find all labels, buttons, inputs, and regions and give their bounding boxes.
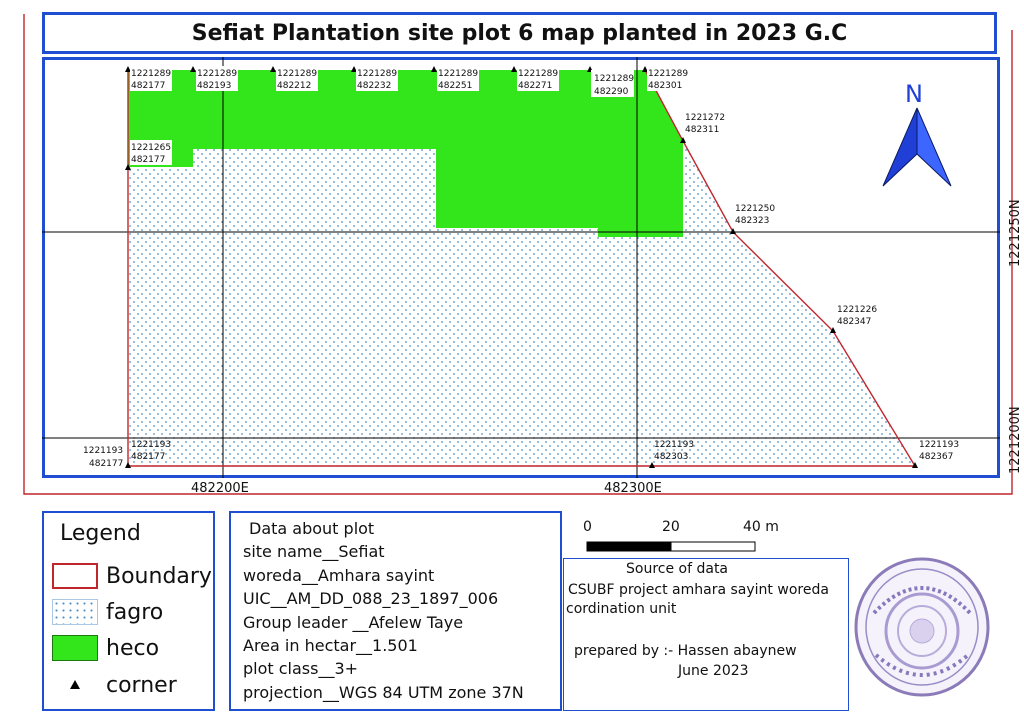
corner-marker [125, 164, 131, 170]
point-label-n: 1221289 [197, 69, 237, 79]
point-label-e: 482290 [594, 87, 629, 97]
point-label-e: 482323 [735, 216, 769, 226]
point-label-e: 482311 [685, 125, 719, 135]
point-label-n: 1221289 [131, 69, 171, 79]
point-label-e: 482347 [837, 317, 871, 327]
corner-marker [642, 66, 648, 72]
point-label-e: 482177 [131, 155, 165, 165]
corner-marker [830, 327, 836, 333]
point-label-e: 482271 [518, 81, 552, 91]
boundary-swatch [52, 563, 98, 589]
plot-data-line: projection__WGS 84 UTM zone 37N [243, 682, 524, 702]
point-label-n: 1221250 [735, 204, 775, 214]
grid-label-y2: 1221200N [1008, 406, 1023, 474]
plot-data-line: Group leader __Afelew Taye [243, 612, 464, 632]
corner-markers [125, 66, 918, 468]
source-heading: Source of data [626, 561, 729, 577]
point-label-e: 482251 [438, 81, 472, 91]
legend-item-boundary: Boundary [52, 562, 212, 590]
source-box: Source of data CSUBF project amhara sayi… [563, 558, 849, 711]
point-label-n: 1221226 [837, 305, 877, 315]
plot-data-line: UIC__AM_DD_088_23_1897_006 [243, 589, 499, 609]
scale-label: 20 [662, 519, 680, 535]
point-label-e: 482193 [197, 81, 231, 91]
corner-marker [125, 462, 131, 468]
point-label-e: 482303 [654, 452, 688, 462]
plot-data-line: woreda__Amhara sayint [243, 565, 435, 585]
grid-label-x2: 482300E [604, 481, 662, 496]
prepared-by: prepared by :- Hassen abaynew [574, 643, 797, 659]
heco-swatch [52, 635, 98, 661]
corner-triangle-icon [52, 672, 98, 698]
map-title: Sefiat Plantation site plot 6 map plante… [191, 20, 848, 46]
legend-item-heco: heco [52, 634, 159, 662]
source-line: CSUBF project amhara sayint woreda [568, 582, 829, 598]
north-arrow-icon: N [882, 80, 952, 187]
official-seal-icon [854, 557, 990, 697]
corner-marker [125, 66, 131, 72]
point-label-n: 1221289 [357, 69, 397, 79]
prepared-date: June 2023 [678, 663, 749, 679]
plot-data-line: plot class__3+ [243, 659, 359, 679]
corner-marker [351, 66, 357, 72]
corner-marker [270, 66, 276, 72]
top-edge-labels: 1221289 482177 1221289 482193 1221289 48… [130, 66, 689, 97]
plot-data-line: Area in hectar__1.501 [243, 636, 418, 656]
legend-label: fagro [106, 599, 164, 625]
point-label-e: 482212 [277, 81, 311, 91]
point-label-n: 1221289 [438, 69, 478, 79]
point-label-n: 1221289 [518, 69, 558, 79]
point-label-n: 1221272 [685, 113, 725, 123]
map-title-box: Sefiat Plantation site plot 6 map plante… [42, 12, 997, 54]
side-labels: 1221272 482311 1221250 482323 1221226 48… [83, 113, 959, 469]
point-label-n: 1221193 [131, 440, 171, 450]
north-label: N [905, 80, 923, 108]
fagro-area [128, 70, 915, 466]
fagro-swatch [52, 599, 98, 625]
heco-area [128, 70, 683, 237]
point-label-e: 482232 [357, 81, 391, 91]
outside-label-e: 482177 [89, 459, 123, 469]
plot-data-line: site name__Sefiat [243, 542, 385, 562]
corner-marker [649, 462, 655, 468]
point-label-n: 1221289 [648, 69, 688, 79]
legend-item-fagro: fagro [52, 598, 163, 626]
scale-label: 40 m [743, 519, 779, 535]
corner-marker [431, 66, 437, 72]
point-label-n: 1221289 [277, 69, 317, 79]
point-label-n: 1221193 [654, 440, 694, 450]
corner-marker [511, 66, 517, 72]
legend-box: Legend Boundary fagro heco corner [42, 511, 215, 711]
point-label-n: 1221193 [919, 440, 959, 450]
plot-data-heading: Data about plot [249, 519, 375, 538]
point-label-e: 482177 [131, 81, 165, 91]
legend-title: Legend [60, 521, 141, 546]
corner-marker [730, 228, 736, 234]
grid-lines [42, 57, 1000, 478]
point-label-e: 482367 [919, 452, 953, 462]
legend-label: heco [106, 635, 160, 661]
corner-marker [680, 137, 686, 143]
legend-label: Boundary [106, 563, 212, 589]
point-label-n: 1221289 [594, 74, 634, 84]
grid-label-y1: 1221250N [1008, 199, 1023, 267]
corner-marker [912, 462, 918, 468]
corner-marker [190, 66, 196, 72]
source-line: cordination unit [566, 601, 677, 617]
point-label-e: 482177 [131, 452, 165, 462]
scale-bar: 0 20 40 m [583, 519, 779, 552]
map-frame [42, 57, 1000, 478]
legend-item-corner: corner [52, 671, 177, 699]
outer-boundary-line [23, 14, 1013, 495]
grid-label-x1: 482200E [191, 481, 249, 496]
scale-label: 0 [583, 519, 592, 535]
legend-label: corner [106, 672, 177, 698]
outside-label-n: 1221193 [83, 446, 123, 456]
point-label-n: 1221265 [131, 143, 171, 153]
plot-data-box: Data about plot site name__Sefiat woreda… [229, 511, 562, 711]
point-label-e: 482301 [648, 81, 682, 91]
map-canvas: 482200E 482300E 1221250N 1221200N N 1221… [23, 14, 1023, 496]
